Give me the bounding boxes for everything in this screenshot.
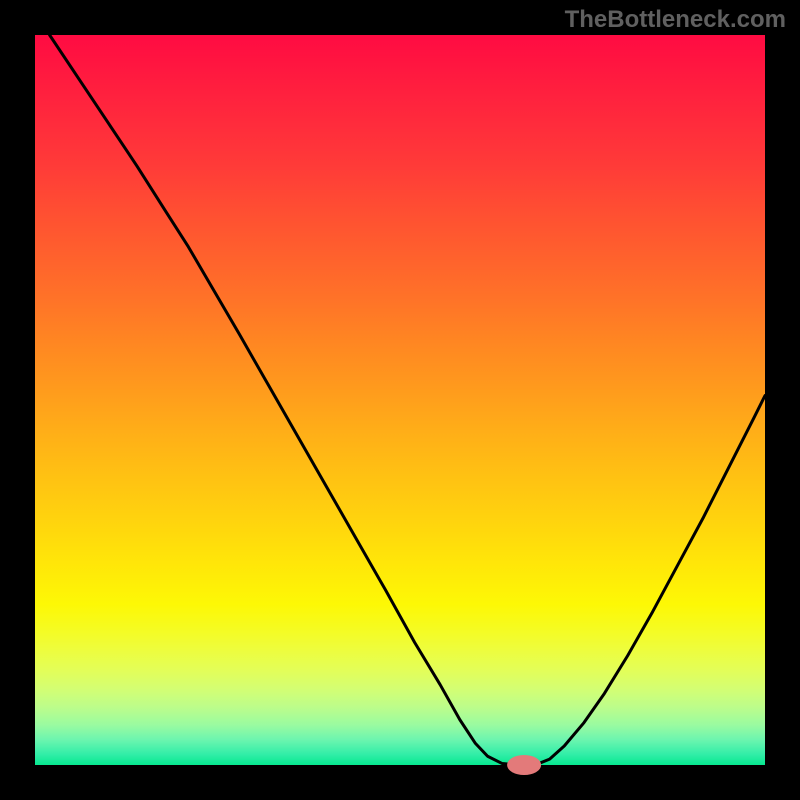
minimum-marker [507,755,541,775]
watermark-text: TheBottleneck.com [565,6,786,34]
gradient-curve-chart [0,0,800,800]
plot-background [35,35,765,765]
chart-container: TheBottleneck.com [0,0,800,800]
